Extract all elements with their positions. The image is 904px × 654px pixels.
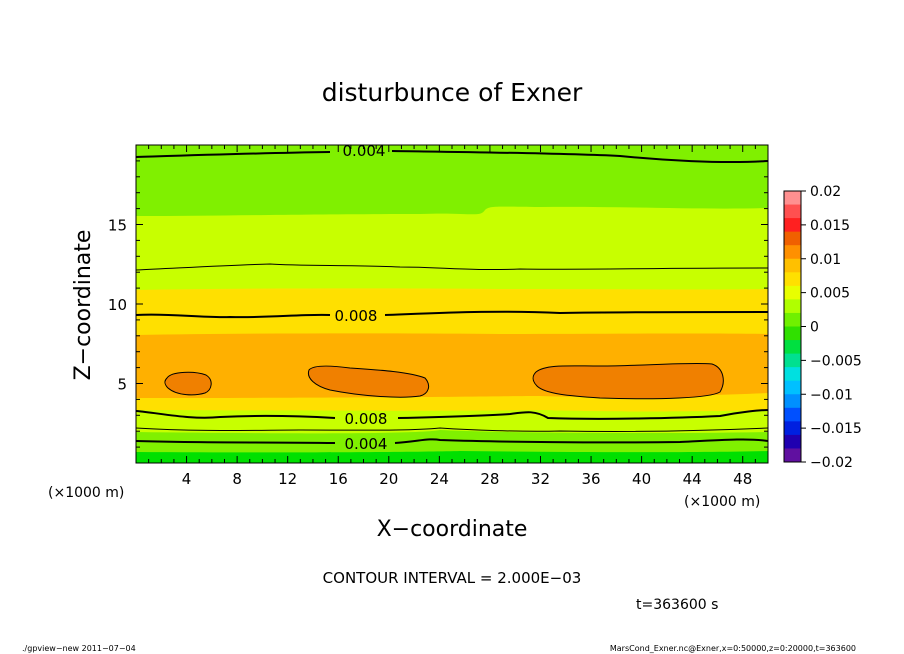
colorbar-segment <box>784 353 801 368</box>
x-tick-label: 16 <box>329 470 348 488</box>
colorbar-segment <box>784 326 801 341</box>
maximum-region-3 <box>532 362 724 400</box>
colorbar-segment <box>784 394 801 409</box>
contour-label: 0.004 <box>343 142 386 160</box>
colorbar-label: 0.015 <box>810 218 850 234</box>
colorbar-label: 0.02 <box>810 184 841 200</box>
x-tick-label: 24 <box>430 470 449 488</box>
colorbar-segment <box>784 231 801 246</box>
y-tick-label: 15 <box>108 217 127 235</box>
contour-thin-upper <box>136 263 768 271</box>
x-axis: 4 8 12 16 20 24 28 32 36 40 44 48 <box>135 145 769 488</box>
plot-area <box>136 145 768 463</box>
x-tick-label: 8 <box>232 470 242 488</box>
x-tick-label: 36 <box>581 470 600 488</box>
chart-title: disturbunce of Exner <box>322 78 583 107</box>
colorbar-segment <box>784 380 801 395</box>
contour-0.004-top <box>136 150 768 164</box>
x-tick-label: 40 <box>632 470 651 488</box>
colorbar <box>784 191 801 463</box>
colorbar-segment <box>784 191 801 206</box>
x-tick-label: 48 <box>733 470 752 488</box>
y-axis: 5 10 15 <box>108 144 768 464</box>
x-tick-label: 44 <box>683 470 702 488</box>
contour-0.008-lower <box>136 409 768 420</box>
colorbar-label: 0 <box>810 320 819 336</box>
colorbar-label: −0.02 <box>810 455 853 471</box>
colorbar-segment <box>784 407 801 422</box>
colorbar-segment <box>784 285 801 300</box>
contour-thin-lower <box>136 427 768 432</box>
colorbar-label: 0.005 <box>810 286 850 302</box>
colorbar-segment <box>784 204 801 219</box>
y-axis-title: Z−coordinate <box>71 230 96 381</box>
x-tick-label: 20 <box>379 470 398 488</box>
x-unit-label: (×1000 m) <box>684 494 760 510</box>
colorbar-label: −0.005 <box>810 353 862 369</box>
footer-left: ./gpview−new 2011−07−04 <box>22 644 136 653</box>
contour-0.008-upper <box>136 310 768 319</box>
contour-label: 0.004 <box>345 435 388 453</box>
x-tick-label: 12 <box>278 470 297 488</box>
colorbar-labels: 0.02 0.015 0.01 0.005 0 −0.005 −0.01 −0.015 −0.0… <box>801 184 862 471</box>
contour-label: 0.008 <box>345 410 388 428</box>
colorbar-segment <box>784 299 801 314</box>
colorbar-segment <box>784 448 801 463</box>
colorbar-segment <box>784 258 801 273</box>
contour-interval-note: CONTOUR INTERVAL = 2.000E−03 <box>323 569 582 587</box>
colorbar-label: −0.015 <box>810 421 862 437</box>
colorbar-segment <box>784 340 801 355</box>
y-tick-label: 10 <box>108 296 127 314</box>
y-tick-label: 5 <box>117 376 127 394</box>
x-tick-label: 4 <box>182 470 192 488</box>
maximum-region-1 <box>164 371 212 396</box>
colorbar-segment <box>784 421 801 436</box>
colorbar-label: 0.01 <box>810 252 841 268</box>
x-tick-label: 32 <box>531 470 550 488</box>
colorbar-segment <box>784 434 801 449</box>
band-top-green <box>136 145 768 216</box>
colorbar-segment <box>784 367 801 382</box>
maximum-region-2 <box>307 365 430 398</box>
colorbar-label: −0.01 <box>810 387 853 403</box>
colorbar-segment <box>784 218 801 233</box>
y-unit-label: (×1000 m) <box>48 485 124 501</box>
colorbar-segment <box>784 312 801 327</box>
x-axis-title: X−coordinate <box>377 517 528 542</box>
colorbar-segment <box>784 272 801 287</box>
contour-label: 0.008 <box>335 307 378 325</box>
time-note: t=363600 s <box>636 597 718 613</box>
band-bottom-green <box>136 451 768 463</box>
colorbar-segment <box>784 245 801 260</box>
contour-0.004-lower <box>136 438 768 444</box>
x-tick-label: 28 <box>480 470 499 488</box>
footer-right: MarsCond_Exner.nc@Exner,x=0:50000,z=0:20… <box>610 644 856 653</box>
